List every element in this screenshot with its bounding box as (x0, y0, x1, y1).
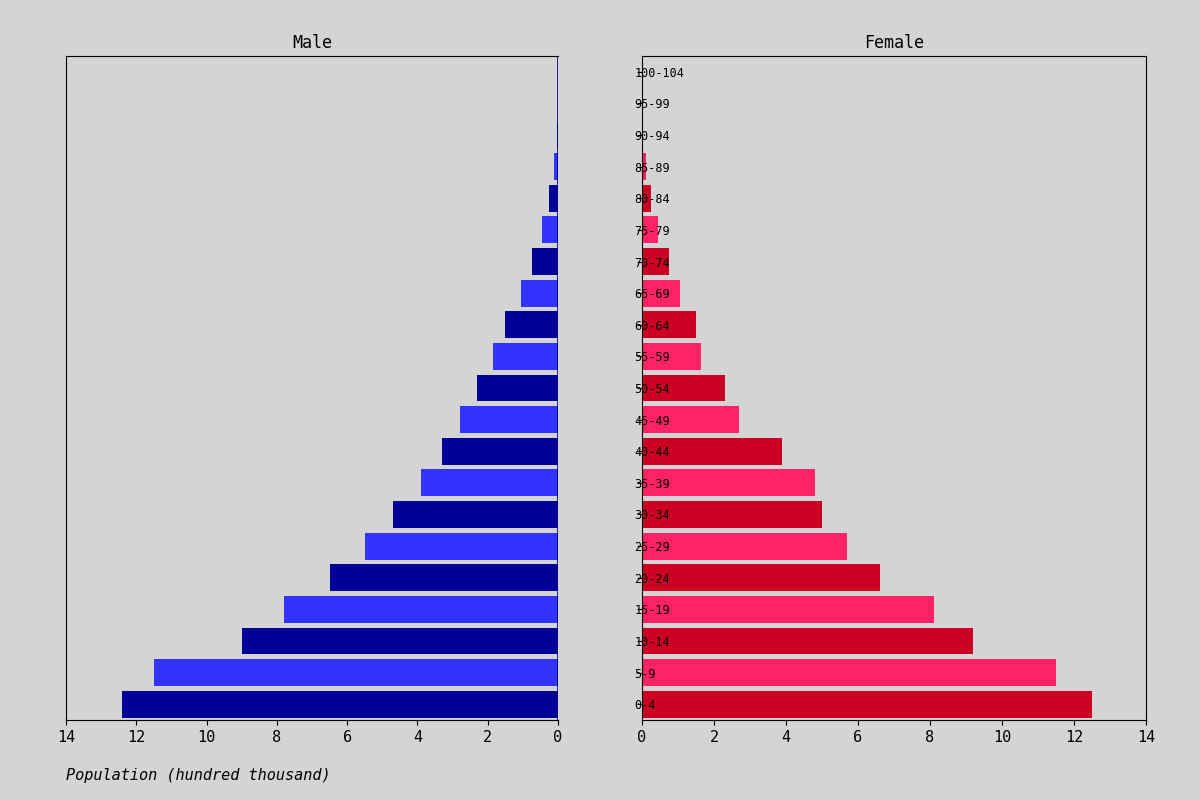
Bar (122, 690, 558, 718)
Bar (505, 311, 558, 338)
Bar (642, 596, 934, 622)
Bar (642, 627, 973, 654)
Bar (532, 248, 558, 275)
Bar (642, 659, 1056, 686)
Title: Male: Male (292, 34, 332, 52)
Bar (642, 280, 679, 306)
Bar (553, 154, 558, 180)
Bar (284, 596, 558, 622)
Title: Female: Female (864, 34, 924, 52)
Bar (642, 343, 701, 370)
Bar (642, 122, 643, 149)
Bar (642, 248, 670, 275)
Bar (521, 280, 558, 306)
Bar (365, 533, 558, 559)
Bar (557, 122, 558, 149)
Bar (550, 185, 558, 212)
Bar (154, 659, 558, 686)
Bar (421, 470, 558, 496)
Bar (642, 470, 815, 496)
Bar (642, 438, 782, 465)
Bar (392, 501, 558, 528)
Bar (493, 343, 558, 370)
Bar (642, 690, 1092, 718)
Bar (642, 374, 725, 402)
Bar (442, 438, 558, 465)
Bar (642, 154, 647, 180)
Bar (642, 406, 739, 433)
Bar (642, 501, 822, 528)
Bar (478, 374, 558, 402)
Bar (460, 406, 558, 433)
Bar (330, 564, 558, 591)
Bar (241, 627, 558, 654)
Bar (642, 564, 880, 591)
Bar (642, 185, 650, 212)
Text: Population (hundred thousand): Population (hundred thousand) (66, 768, 331, 783)
Bar (542, 217, 558, 243)
Bar (642, 533, 847, 559)
Bar (642, 311, 696, 338)
Bar (642, 217, 659, 243)
